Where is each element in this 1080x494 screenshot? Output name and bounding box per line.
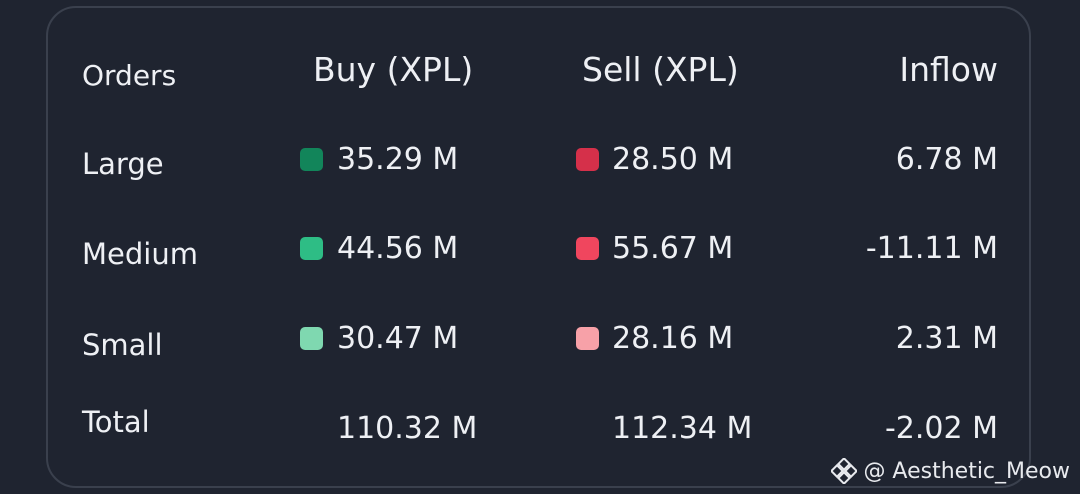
row-label-large: Large: [82, 147, 164, 181]
buy-small-swatch: [300, 327, 323, 350]
row-label-medium: Medium: [82, 237, 198, 271]
buy-large-value: 35.29 M: [337, 142, 459, 177]
order-flow-card: [46, 6, 1031, 488]
sell-small-swatch: [576, 327, 599, 350]
buy-total-value: 110.32 M: [337, 411, 478, 446]
sell-medium-value: 55.67 M: [612, 231, 734, 266]
header-inflow: Inflow: [899, 50, 998, 89]
header-buy: Buy (XPL): [313, 50, 474, 89]
header-orders: Orders: [82, 59, 177, 92]
row-label-total: Total: [82, 405, 150, 439]
binance-diamond-icon: [831, 458, 858, 484]
sell-small-value: 28.16 M: [612, 321, 734, 356]
watermark-text: @ Aesthetic_Meow: [863, 458, 1070, 484]
buy-medium-value: 44.56 M: [337, 231, 459, 266]
buy-large-swatch: [300, 148, 323, 171]
inflow-total-value: -2.02 M: [884, 411, 998, 446]
row-label-small: Small: [82, 328, 163, 362]
sell-large-value: 28.50 M: [612, 142, 734, 177]
inflow-small-value: 2.31 M: [895, 321, 998, 356]
sell-large-swatch: [576, 148, 599, 171]
sell-total-value: 112.34 M: [612, 411, 753, 446]
buy-small-value: 30.47 M: [337, 321, 459, 356]
header-sell: Sell (XPL): [582, 50, 739, 89]
sell-medium-swatch: [576, 237, 599, 260]
buy-medium-swatch: [300, 237, 323, 260]
watermark: @ Aesthetic_Meow: [831, 458, 1070, 484]
inflow-large-value: 6.78 M: [895, 142, 998, 177]
inflow-medium-value: -11.11 M: [865, 231, 998, 266]
